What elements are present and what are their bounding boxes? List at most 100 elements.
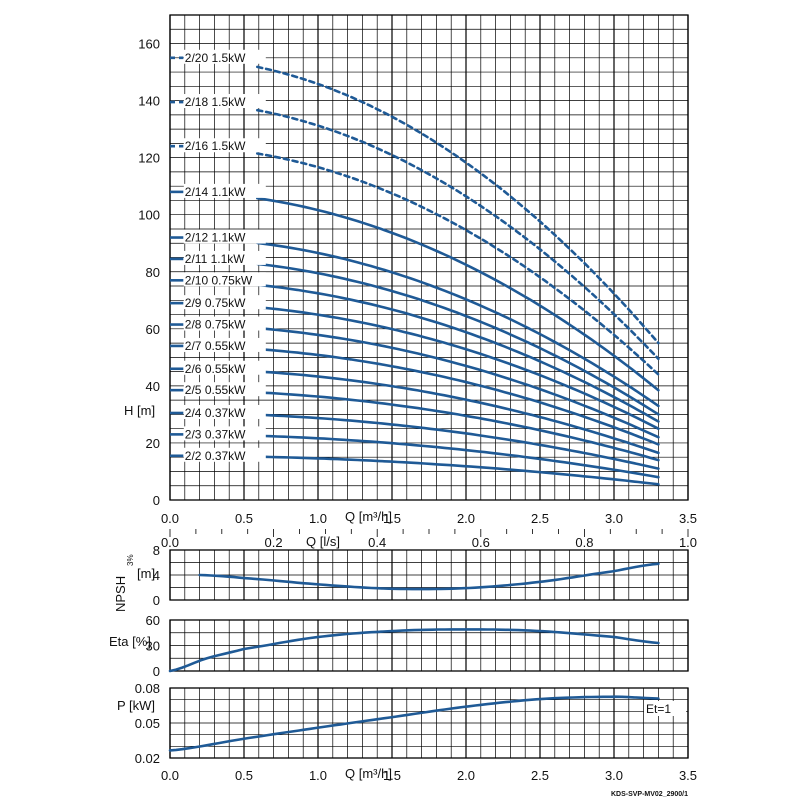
head-curve-label: 2/4 0.37kW (185, 406, 246, 420)
head-curve (256, 347, 660, 446)
head-curve-label-bg (183, 94, 266, 109)
head-curve-label: 2/14 1.1kW (185, 185, 246, 199)
q-m3h-tick-top: 3.0 (605, 511, 623, 526)
head-ytick: 160 (138, 37, 160, 52)
head-curve-label: 2/16 1.5kW (185, 139, 246, 153)
head-curve (256, 326, 660, 439)
power-curve (168, 695, 660, 752)
q-m3h-tick-bottom: 3.0 (605, 768, 623, 783)
q-m3h-tick-top: 2.0 (457, 511, 475, 526)
head-frame (169, 14, 689, 501)
curve-layer (168, 56, 660, 752)
head-curve-label: 2/2 0.37kW (185, 449, 246, 463)
power-frame (169, 687, 689, 759)
head-curve (256, 370, 660, 455)
head-curve-label: 2/11 1.1kW (185, 252, 245, 266)
q-m3h-tick-top: 1.5 (383, 511, 401, 526)
head-curve-label: 2/18 1.5kW (185, 95, 246, 109)
head-curve-label: 2/8 0.75kW (185, 318, 246, 332)
head-curve (256, 196, 660, 392)
head-curve-label-bg (183, 295, 266, 310)
eta-ytick: 0 (153, 664, 160, 679)
head-ytick: 100 (138, 208, 160, 223)
q-m3h-tick-top: 0.0 (161, 511, 179, 526)
head-curve (256, 108, 660, 361)
npsh-ytick: 0 (153, 593, 160, 608)
q-m3h-tick-bottom: 1.5 (383, 768, 401, 783)
eta-ytick: 60 (146, 613, 160, 628)
head-curve-label-bg (183, 337, 266, 352)
head-curve-label: 2/7 0.55kW (185, 339, 246, 353)
eta-frame (169, 619, 689, 672)
q-m3h-tick-bottom: 0.0 (161, 768, 179, 783)
head-curve-label-bg (183, 272, 266, 287)
q-m3h-tick-bottom: 3.5 (679, 768, 697, 783)
head-curve-label-bg (183, 250, 266, 265)
head-ylabel: H [m] (124, 403, 155, 418)
head-ytick: 40 (146, 379, 160, 394)
npsh-ytick: 8 (153, 543, 160, 558)
head-curve-label-bg (183, 183, 266, 198)
power-annotation: Et=1 (646, 702, 671, 716)
head-curve-label-bg (183, 447, 266, 462)
q-ls-tick: 0.6 (472, 535, 490, 550)
q-m3h-tick-top: 3.5 (679, 511, 697, 526)
head-curve (256, 391, 660, 462)
frame-layer (169, 14, 689, 759)
q-m3h-label-top: Q [m³/h] (345, 509, 392, 524)
footer-code: KDS-SVP-MV02_2900/1 (611, 791, 688, 798)
power-annotation-bg (644, 701, 686, 716)
head-curve-label-bg (183, 49, 266, 64)
q-m3h-tick-bottom: 1.0 (309, 768, 327, 783)
npsh-ylabel: NPSH (113, 576, 128, 612)
q-m3h-label-bottom: Q [m³/h] (345, 766, 392, 781)
q-ls-tick: 0.4 (368, 535, 386, 550)
q-ls-tick: 0.8 (575, 535, 593, 550)
head-curve (256, 241, 660, 408)
head-ytick: 60 (146, 322, 160, 337)
q-m3h-tick-top: 2.5 (531, 511, 549, 526)
eta-curve (168, 628, 660, 673)
eta-ytick: 30 (146, 639, 160, 654)
q-m3h-tick-bottom: 2.0 (457, 768, 475, 783)
head-curve-label: 2/6 0.55kW (185, 362, 246, 376)
head-ytick: 80 (146, 265, 160, 280)
head-curve-label: 2/9 0.75kW (185, 296, 246, 310)
q-ls-tick: 0.0 (161, 535, 179, 550)
head-ytick: 120 (138, 151, 160, 166)
head-curve-label-bg (183, 360, 266, 375)
q-m3h-tick-top: 1.0 (309, 511, 327, 526)
q-ls-label: Q [l/s] (306, 534, 340, 549)
q-ls-tick: 0.2 (265, 535, 283, 550)
power-ylabel: P [kW] (117, 698, 155, 713)
npsh-frame (169, 549, 689, 601)
q-m3h-tick-bottom: 2.5 (531, 768, 549, 783)
head-curve-label-bg (183, 316, 266, 331)
power-ytick: 0.02 (135, 751, 160, 766)
head-curve (256, 434, 660, 479)
power-ytick: 0.05 (135, 716, 160, 731)
head-ytick: 140 (138, 94, 160, 109)
head-curve-label: 2/20 1.5kW (185, 51, 246, 65)
head-curve (256, 455, 660, 486)
npsh-curve (198, 562, 660, 591)
eta-ylabel: Eta [%] (109, 634, 151, 649)
head-curve-label-bg (183, 426, 266, 441)
npsh-ylabel-sub: 3% (126, 554, 135, 566)
power-ytick: 0.08 (135, 681, 160, 696)
head-ytick: 20 (146, 436, 160, 451)
head-curve (256, 305, 660, 430)
head-curve-label-bg (183, 138, 266, 153)
head-curve (256, 262, 660, 416)
head-curve (256, 283, 660, 423)
head-curve-label-bg (183, 382, 266, 397)
head-ytick: 0 (153, 493, 160, 508)
head-curve (256, 413, 660, 470)
npsh-yunit: [m] (137, 566, 155, 581)
head-curve-label: 2/3 0.37kW (185, 427, 246, 441)
head-curve (256, 65, 660, 345)
head-curve-label: 2/5 0.55kW (185, 383, 246, 397)
head-curve-label-bg (183, 229, 266, 244)
